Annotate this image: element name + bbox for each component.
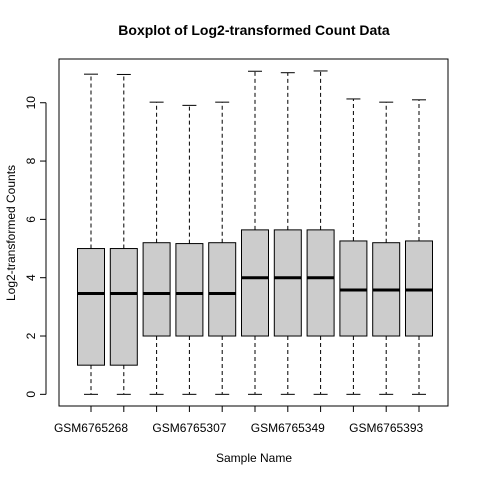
box-6 xyxy=(241,70,269,395)
box-11 xyxy=(405,99,433,395)
box-body xyxy=(77,248,105,366)
box-9 xyxy=(339,98,368,395)
x-tick-label: GSM6765307 xyxy=(152,421,226,435)
boxes-group xyxy=(77,70,433,395)
box-body xyxy=(273,229,302,337)
x-axis: GSM6765268 GSM6765307 GSM6765349 GSM6765393 xyxy=(54,405,424,435)
chart-title: Boxplot of Log2-transformed Count Data xyxy=(118,22,390,38)
box-7 xyxy=(273,72,302,395)
box-3 xyxy=(142,101,171,395)
box-2 xyxy=(109,73,138,395)
box-body xyxy=(109,248,138,366)
y-tick-label: 2 xyxy=(24,332,38,339)
y-tick-label: 0 xyxy=(24,391,38,398)
box-body xyxy=(241,229,269,337)
box-10 xyxy=(372,101,401,395)
box-1 xyxy=(77,73,105,395)
box-8 xyxy=(306,70,335,395)
x-axis-label: Sample Name xyxy=(216,451,292,465)
box-body xyxy=(208,242,237,337)
box-body xyxy=(306,229,335,337)
y-tick-label: 4 xyxy=(24,274,38,281)
y-tick-label: 6 xyxy=(24,216,38,223)
y-axis-label: Log2-transformed Counts xyxy=(4,165,18,301)
x-tick-label: GSM6765349 xyxy=(251,421,325,435)
box-5 xyxy=(208,101,237,395)
y-axis: 0 2 4 6 8 10 xyxy=(24,96,47,398)
box-4 xyxy=(175,104,204,395)
box-body xyxy=(142,242,171,337)
box-body xyxy=(175,243,204,337)
y-tick-label: 8 xyxy=(24,157,38,164)
x-tick-label: GSM6765268 xyxy=(54,421,128,435)
x-tick-label: GSM6765393 xyxy=(349,421,423,435)
y-tick-label: 10 xyxy=(24,96,38,110)
